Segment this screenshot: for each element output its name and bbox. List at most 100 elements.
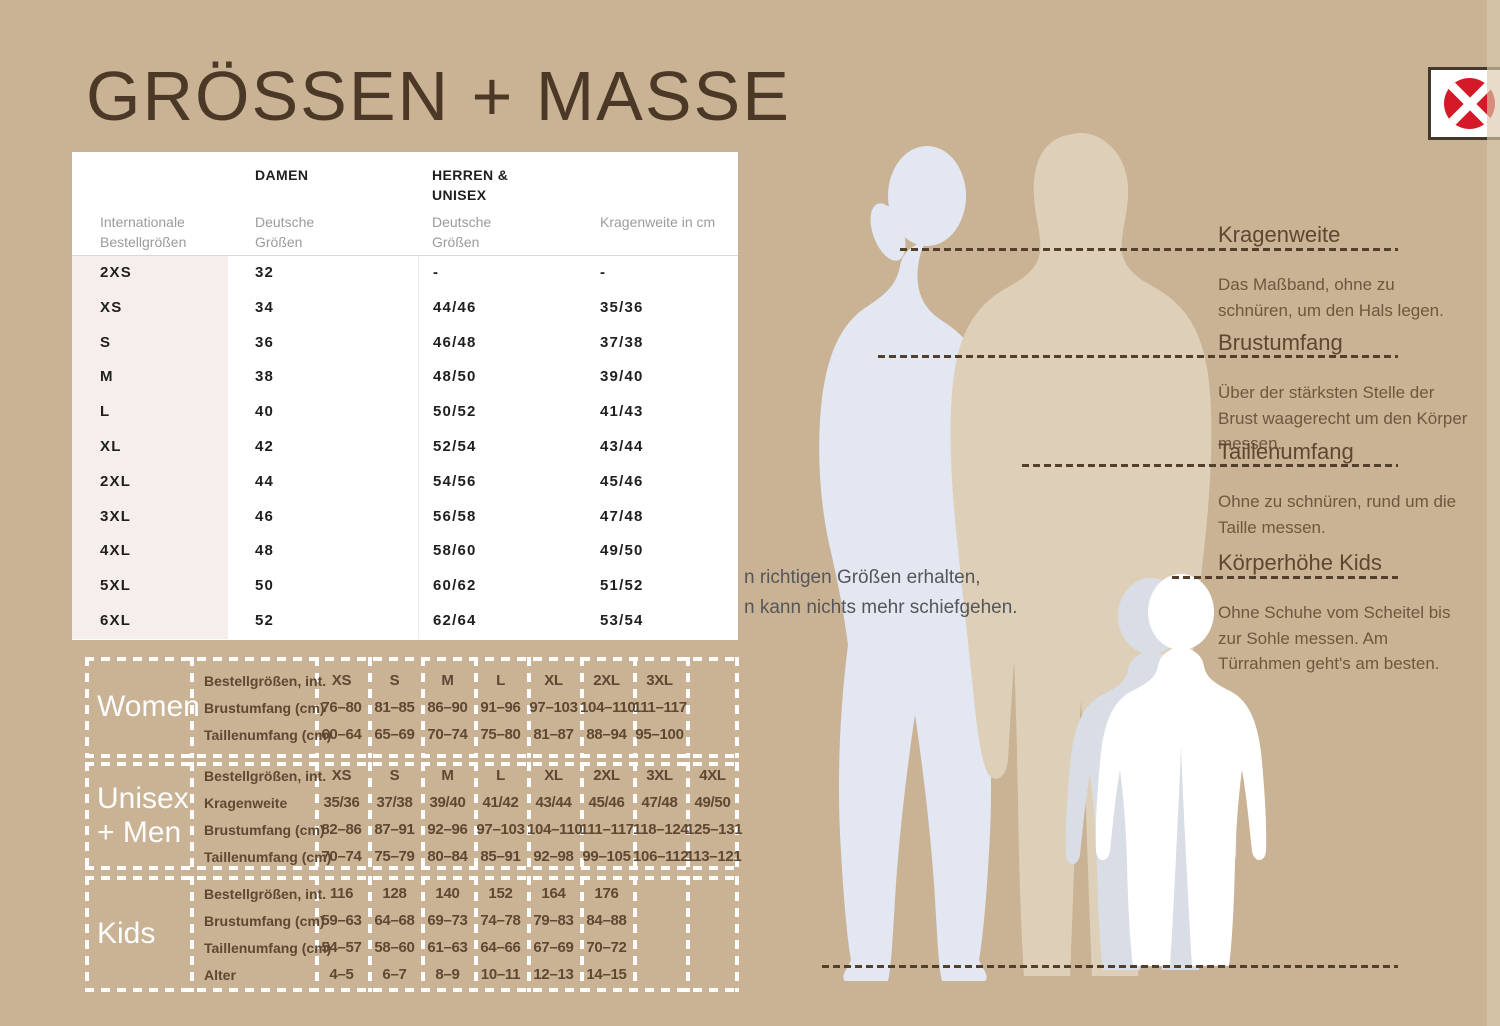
fit-cell: 75–80 — [480, 726, 521, 743]
fit-cell: S — [389, 767, 400, 784]
fit-cell: S — [389, 672, 400, 689]
page-title: GRÖSSEN + MASSE — [86, 57, 791, 135]
measurement-block-taillenumfang: Taillenumfang Ohne zu schnüren, rund um … — [1218, 439, 1468, 540]
fit-cell: 41/42 — [482, 794, 519, 811]
fit-row-header: Brustumfang (cm) — [204, 699, 325, 716]
fit-cell: 39/40 — [429, 794, 466, 811]
fit-row-header: Alter — [204, 966, 236, 983]
fit-cell: 176 — [594, 885, 619, 902]
column-header-kragenweite: Kragenweite in cm — [600, 214, 716, 230]
fit-row-header: Brustumfang (cm) — [204, 821, 325, 838]
table-header-divider — [72, 255, 738, 256]
fit-cell: 64–68 — [374, 912, 415, 929]
fit-cell: 128 — [382, 885, 407, 902]
fit-cell: 113–121 — [686, 848, 742, 865]
fit-cell: 111–117 — [633, 699, 687, 716]
measurement-title: Kragenweite — [1218, 222, 1341, 247]
brustumfang-dashed-line — [878, 355, 1398, 358]
fit-cell: 70–72 — [586, 939, 627, 956]
size-cell-international: XL — [72, 429, 228, 465]
size-cell-damen: 44 — [255, 472, 275, 490]
fit-table-row: Taillenumfang (cm) 70–74 75–79 80–84 85–… — [190, 843, 742, 870]
floor-dashed-line — [822, 965, 1398, 968]
fit-cell: 99–105 — [582, 848, 631, 865]
fit-cell: 2XL — [593, 767, 620, 784]
fit-cell: 6–7 — [382, 966, 407, 983]
size-cell-international: 5XL — [72, 569, 228, 604]
fit-cell: 111–117 — [580, 821, 634, 838]
size-table-panel: DAMEN HERREN & UNISEX Internationale Bes… — [72, 152, 738, 640]
size-cell-kragenweite: 51/52 — [600, 577, 644, 595]
measurement-description: Das Maßband, ohne zu schnüren, um den Ha… — [1218, 275, 1444, 320]
fit-cell: 80–84 — [427, 848, 468, 865]
fit-table-row: Taillenumfang (cm) 54–57 58–60 61–63 64–… — [190, 934, 739, 961]
fit-cell: 70–74 — [321, 848, 362, 865]
kragenweite-dashed-line — [900, 248, 1398, 251]
fit-table-kids: Kids Bestellgrößen, int. 116 128 140 152… — [85, 876, 739, 992]
fit-cell: 67–69 — [533, 939, 574, 956]
measurement-description: Über der stärksten Stelle der Brust waag… — [1218, 383, 1468, 453]
size-cell-kragenweite: 43/44 — [600, 437, 644, 455]
clipped-note-line: n richtigen Größen erhalten, — [744, 567, 981, 588]
column-header-international: Internationale Bestellgrößen — [100, 214, 187, 251]
fit-table-unisex-men: Unisex + Men Bestellgrößen, int. XS S M … — [85, 762, 743, 870]
fit-cell: 47/48 — [641, 794, 678, 811]
fit-cell: 69–73 — [427, 912, 468, 929]
clipped-note-line: n kann nichts mehr schiefgehen. — [744, 597, 1018, 618]
size-cell-damen: 34 — [255, 298, 275, 316]
fit-table-rows: Bestellgrößen, int. XS S M L XL 2XL 3XL … — [190, 657, 739, 758]
size-cell-damen: 40 — [255, 403, 275, 421]
fit-cell: 3XL — [646, 767, 673, 784]
size-cell-herren: 46/48 — [418, 325, 588, 361]
fit-row-header: Kragenweite — [204, 794, 288, 811]
fit-cell: 81–85 — [374, 699, 415, 716]
fit-cell: 85–91 — [480, 848, 521, 865]
fit-table-row: Brustumfang (cm) 82–86 87–91 92–96 97–10… — [190, 816, 743, 843]
fit-cell: 65–69 — [374, 726, 415, 743]
size-cell-herren: 50/52 — [418, 395, 588, 430]
size-cell-kragenweite: 49/50 — [600, 542, 644, 560]
fit-cell: 164 — [541, 885, 566, 902]
fit-cell: 97–103 — [476, 821, 525, 838]
fit-cell: 91–96 — [480, 699, 521, 716]
fit-table-label: Kids — [97, 916, 156, 950]
fit-table-label: Women — [97, 690, 200, 724]
fit-cell: XS — [331, 672, 352, 689]
fit-cell: 37/38 — [376, 794, 413, 811]
man-silhouette — [950, 134, 1212, 976]
size-cell-damen: 36 — [255, 333, 275, 351]
fit-cell: 152 — [488, 885, 513, 902]
size-cell-international: XS — [72, 290, 228, 326]
clipped-note-text: n richtigen Größen erhalten, n kann nich… — [744, 563, 1018, 623]
size-cell-herren: 62/64 — [418, 603, 588, 639]
fit-cell: 14–15 — [586, 966, 627, 983]
fit-cell: 104–110 — [527, 821, 583, 838]
fit-cell: 116 — [329, 885, 354, 902]
fit-table-label: Unisex + Men — [97, 781, 189, 850]
fit-cell: 82–86 — [321, 821, 362, 838]
fit-cell: 140 — [435, 885, 460, 902]
fit-table-row: Bestellgrößen, int. XS S M L XL 2XL 3XL … — [190, 762, 739, 789]
size-cell-herren: 48/50 — [418, 360, 588, 396]
measurement-block-brustumfang: Brustumfang Über der stärksten Stelle de… — [1218, 330, 1468, 457]
fit-cell: 12–13 — [533, 966, 574, 983]
size-cell-international: M — [72, 360, 228, 396]
size-cell-herren: 60/62 — [418, 569, 588, 604]
fit-table-row: Kragenweite 35/36 37/38 39/40 41/42 43/4… — [190, 789, 739, 816]
koerperhoehe-dashed-line — [1172, 576, 1398, 579]
size-cell-herren: 52/54 — [418, 429, 588, 465]
group-header-herren: HERREN & UNISEX — [432, 167, 509, 204]
group-header-damen: DAMEN — [255, 167, 309, 183]
fit-cell: M — [441, 672, 454, 689]
fit-cell: 54–57 — [321, 939, 362, 956]
fit-cell: 61–63 — [427, 939, 468, 956]
fit-cell: 97–103 — [529, 699, 578, 716]
fit-table-row: Brustumfang (cm) 59–63 64–68 69–73 74–78… — [190, 907, 739, 934]
size-cell-kragenweite: 37/38 — [600, 333, 644, 351]
woman-head — [888, 146, 966, 246]
fit-table-row: Alter 4–5 6–7 8–9 10–11 12–13 14–15 — [190, 961, 739, 988]
column-header-damen-sizes: Deutsche Größen — [255, 214, 315, 251]
fit-cell: 86–90 — [427, 699, 468, 716]
logo-x-circle-icon — [1444, 78, 1495, 129]
